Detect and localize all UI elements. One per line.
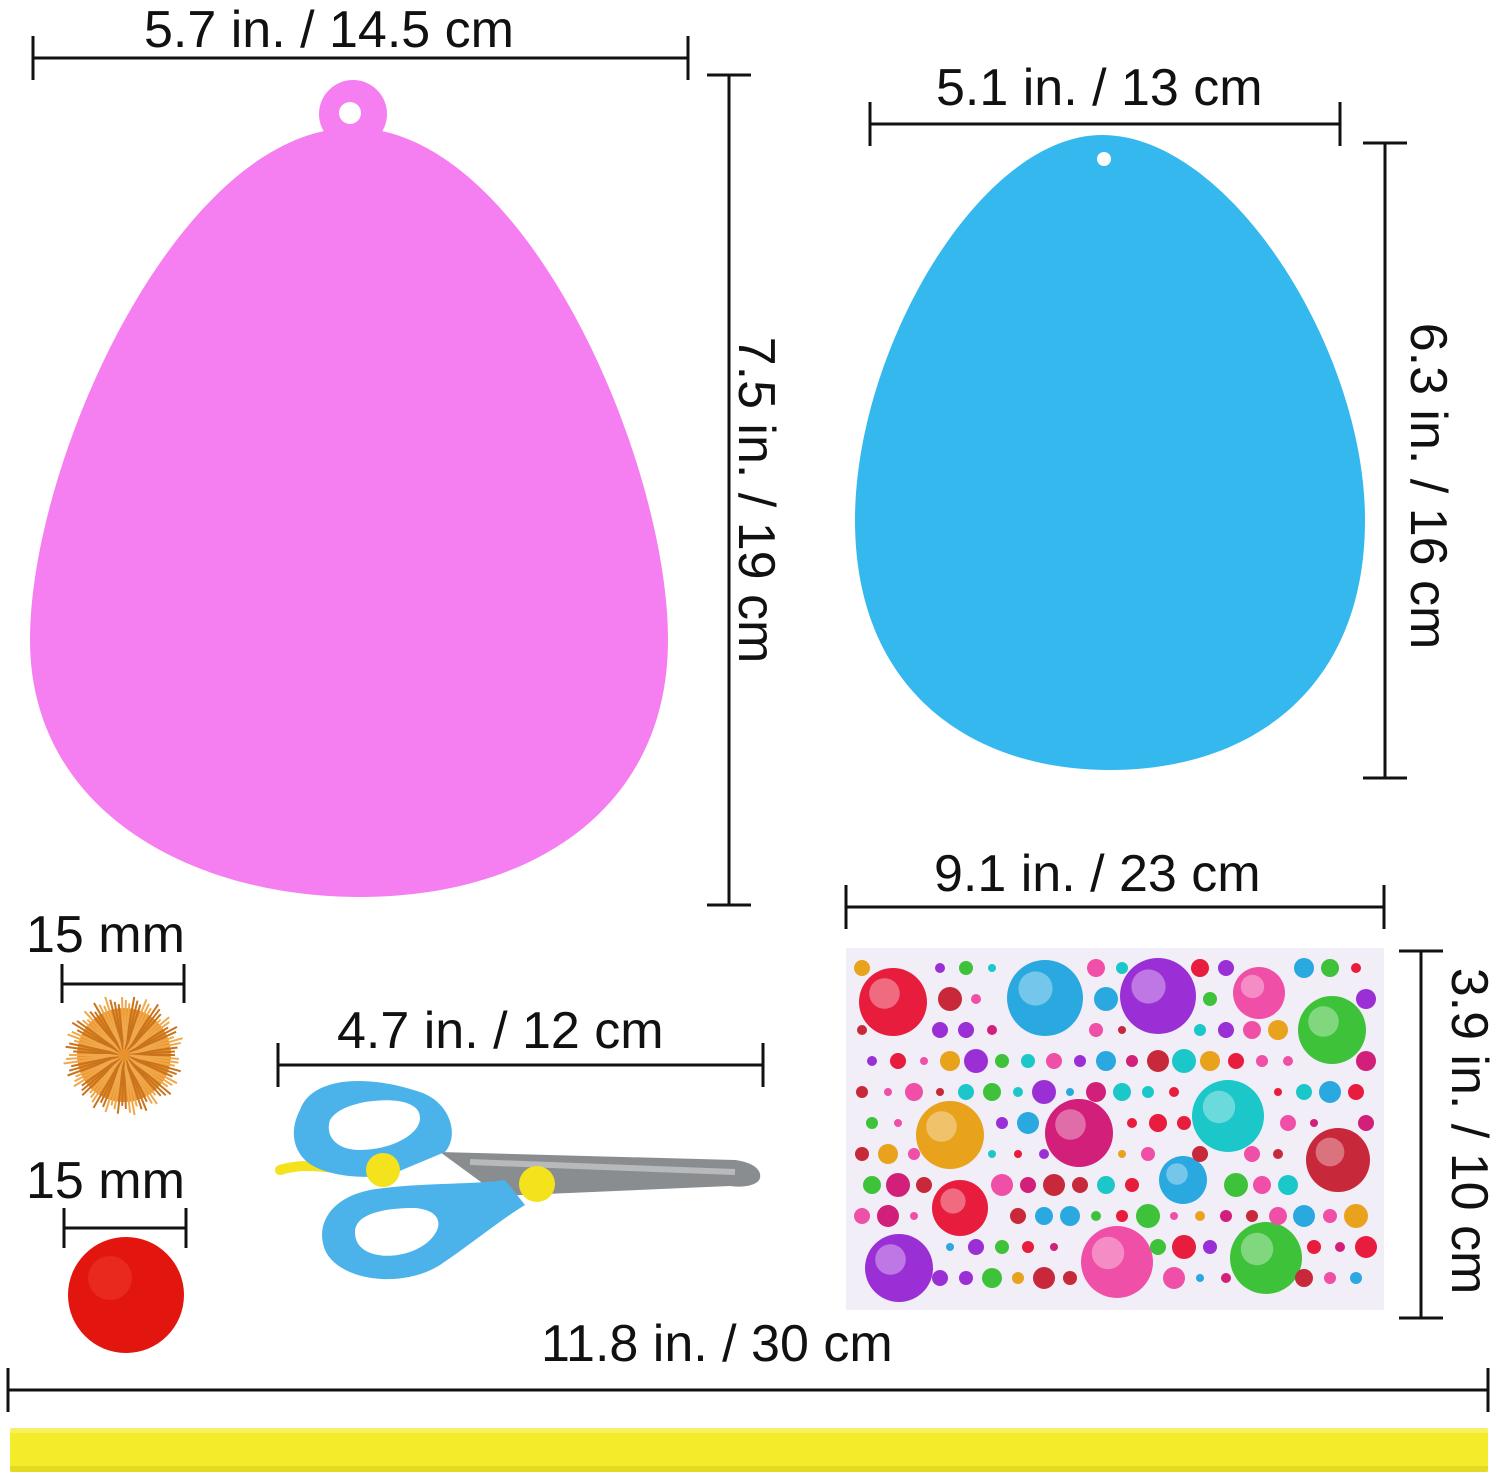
- orange-pompom-size-line: [60, 964, 186, 1003]
- gem-sheet-height-line: [1399, 949, 1443, 1320]
- scissors-width-line: [276, 1043, 765, 1087]
- pink-egg-width-label: 5.7 in. / 14.5 cm: [144, 1, 514, 59]
- gem-sheet-height-label: 3.9 in. / 10 cm: [1440, 967, 1498, 1295]
- blue-egg: [855, 135, 1365, 770]
- red-pompom-size-label: 15 mm: [26, 1152, 185, 1210]
- strip-length-line: [6, 1368, 1490, 1412]
- gem-sheet-width-label: 9.1 in. / 23 cm: [934, 845, 1261, 903]
- pink-egg: [30, 80, 668, 897]
- blue-egg-height-line: [1363, 141, 1407, 780]
- pink-egg-width-line: [31, 36, 690, 80]
- gem-sheet: [846, 948, 1384, 1310]
- scissors: [275, 1080, 761, 1280]
- orange-pompom: [63, 996, 183, 1116]
- scissors-width-label: 4.7 in. / 12 cm: [337, 1002, 664, 1060]
- red-pompom-size-line: [62, 1208, 188, 1248]
- blue-egg-width-line: [868, 102, 1342, 146]
- red-pompom: [68, 1237, 184, 1353]
- blue-egg-width-label: 5.1 in. / 13 cm: [936, 59, 1263, 117]
- strip-length-label: 11.8 in. / 30 cm: [541, 1315, 893, 1373]
- pink-egg-height-label: 7.5 in. / 19 cm: [727, 336, 785, 664]
- yellow-strip: [10, 1428, 1488, 1472]
- pink-egg-height-line: [707, 73, 751, 907]
- gem-sheet-width-line: [844, 885, 1386, 929]
- orange-pompom-size-label: 15 mm: [26, 906, 185, 964]
- gem-stickers: [854, 958, 1377, 1302]
- blue-egg-height-label: 6.3 in. / 16 cm: [1399, 322, 1457, 650]
